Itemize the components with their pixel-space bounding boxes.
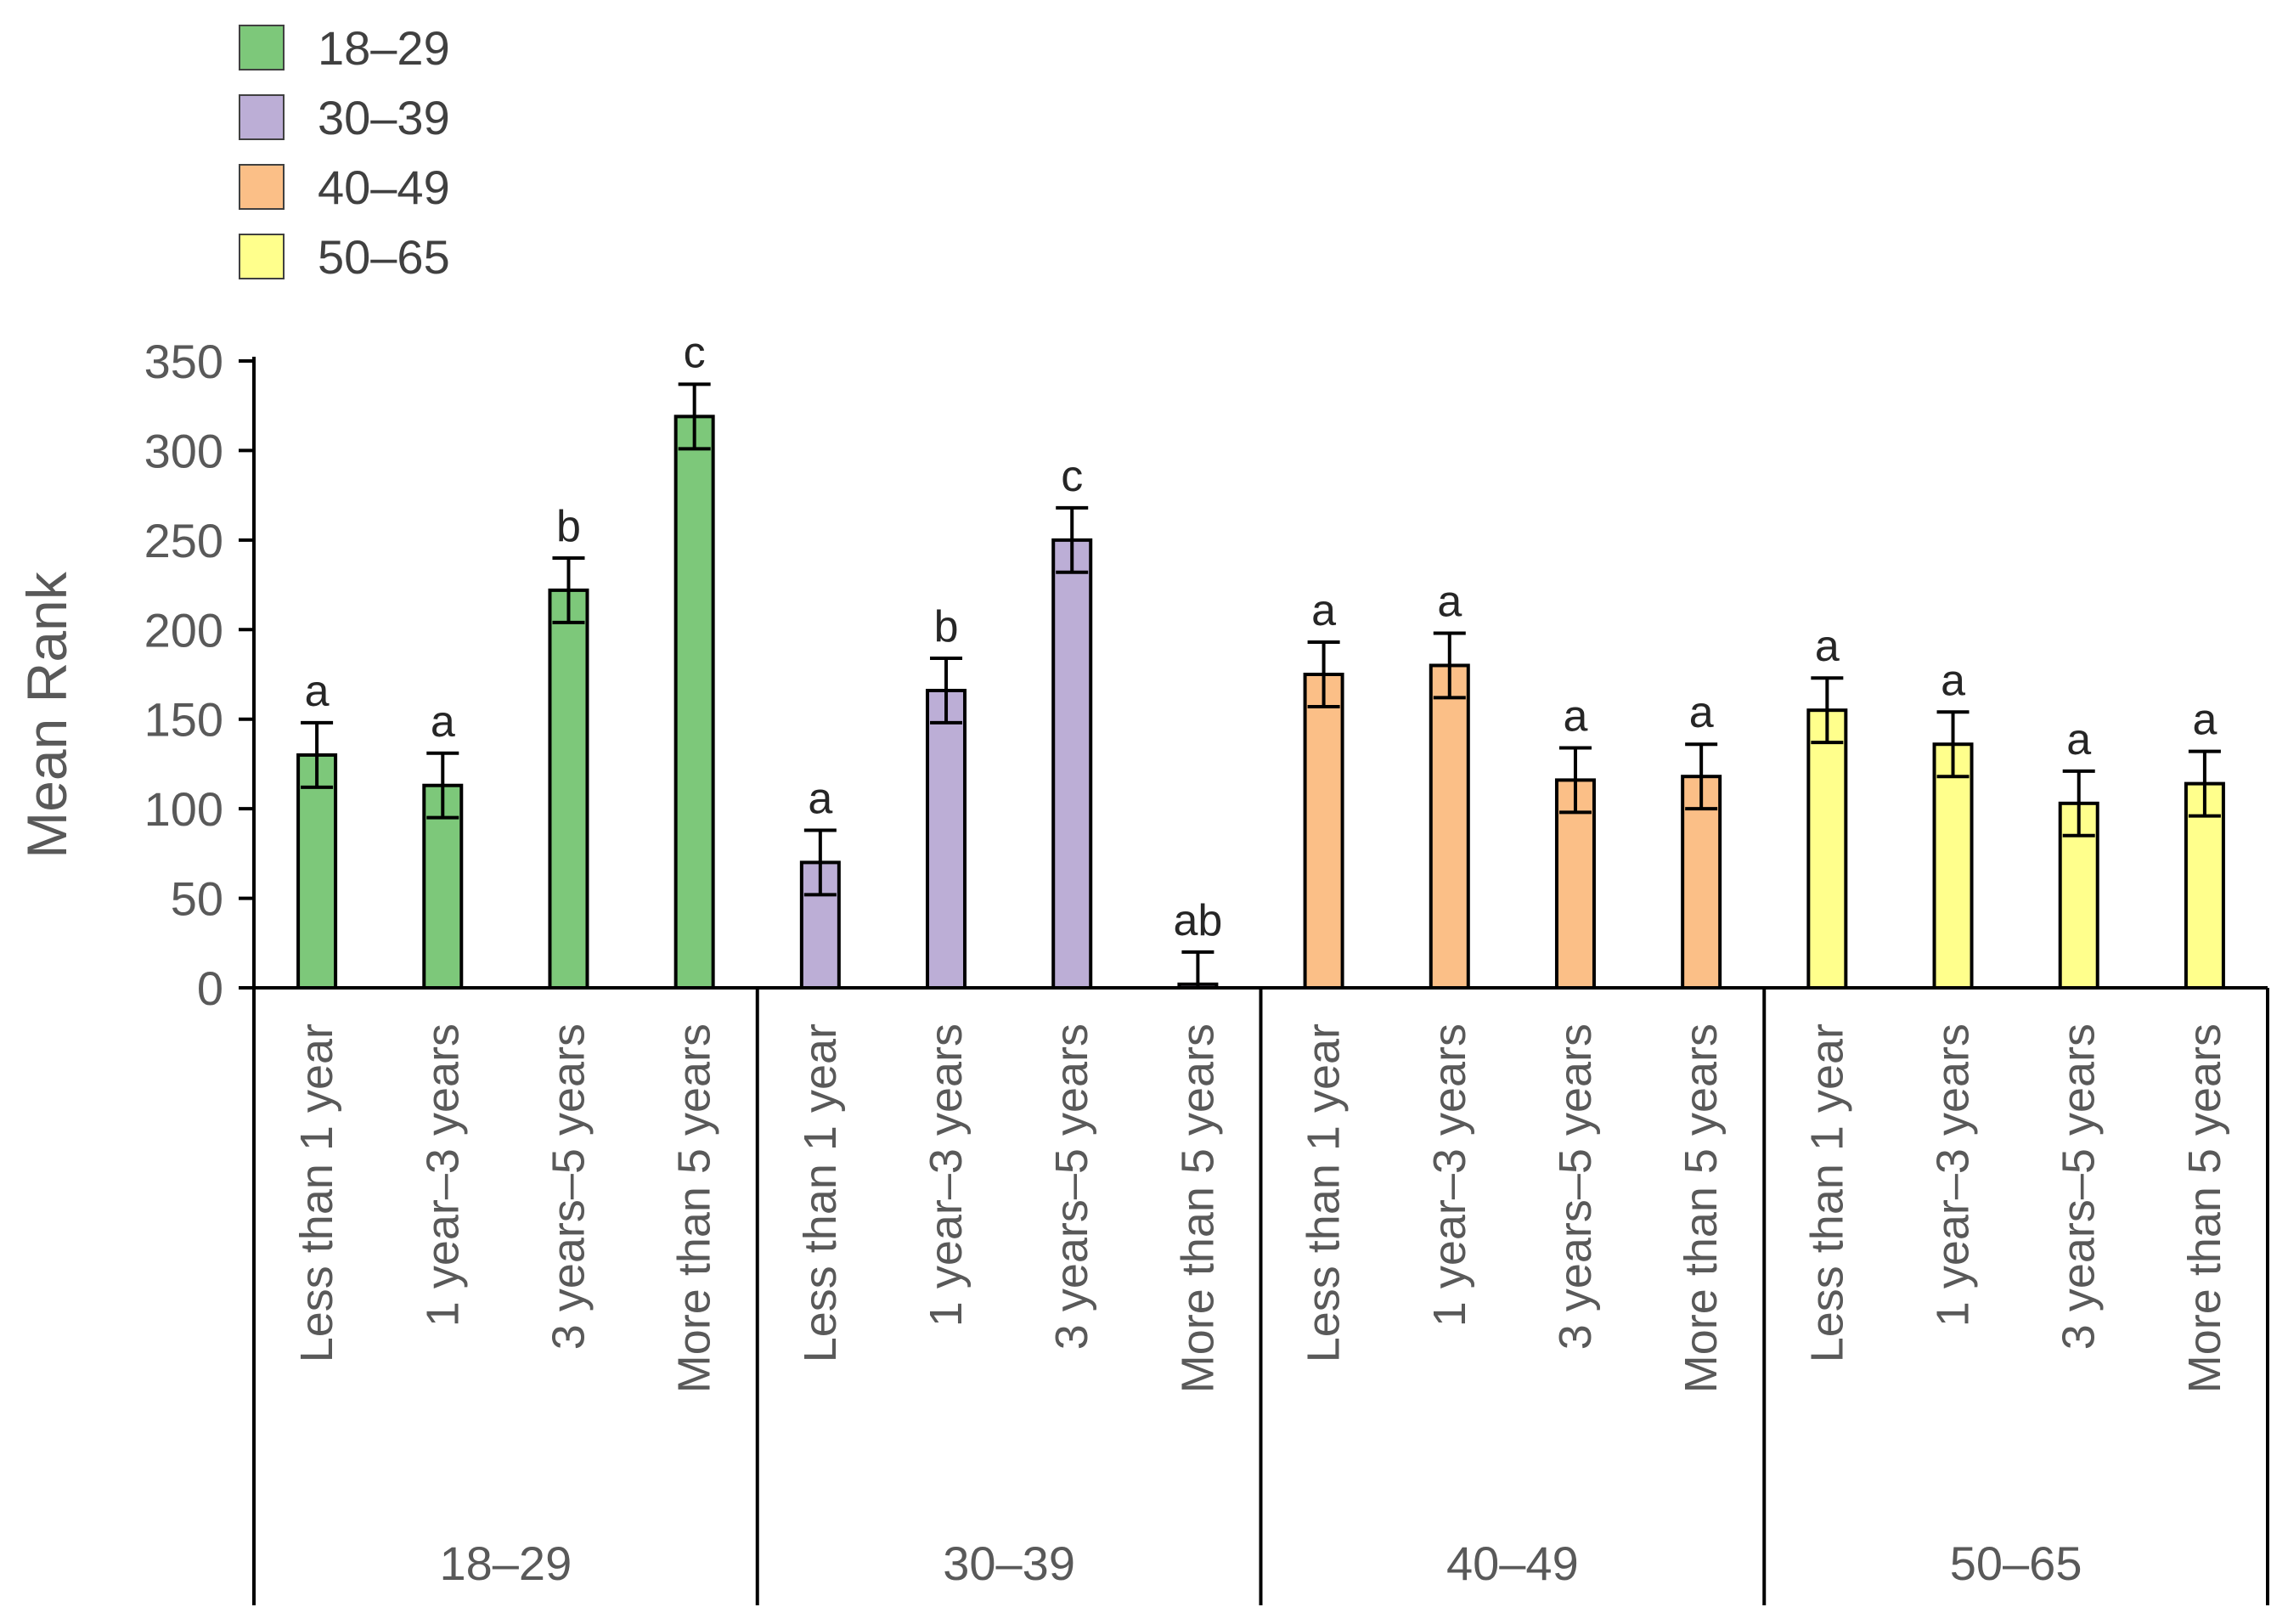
y-tick-label: 300 [144, 424, 223, 477]
category-label: Less than 1 year [795, 1023, 846, 1362]
category-label: 3 years–5 years [1046, 1023, 1097, 1350]
significance-letter: b [556, 502, 581, 551]
group-dividers [252, 988, 2269, 1605]
bar [2184, 781, 2225, 990]
group-label: 30–39 [943, 1537, 1075, 1590]
legend-swatch [239, 94, 285, 140]
category-label: Less than 1 year [291, 1023, 342, 1362]
category-label: 1 year–3 years [921, 1023, 972, 1327]
category-label: More than 5 years [1676, 1023, 1727, 1393]
category-label: 1 year–3 years [1928, 1023, 1979, 1327]
group-label: 40–49 [1446, 1537, 1579, 1590]
legend-label: 50–65 [318, 230, 450, 284]
bar [1681, 775, 1722, 990]
significance-letter: a [431, 697, 455, 747]
significance-letter: a [1815, 622, 1840, 671]
y-tick-label: 50 [171, 872, 223, 926]
significance-letter: a [2066, 715, 2091, 764]
significance-letter: c [684, 328, 706, 377]
category-label: 1 year–3 years [1424, 1023, 1475, 1327]
y-tick-label: 100 [144, 782, 223, 836]
bar [1932, 742, 1974, 990]
bar [548, 588, 589, 990]
bars [296, 414, 2225, 990]
bar [1051, 538, 1093, 990]
category-labels: Less than 1 year 1 year–3 years 3 years–5 … [291, 1023, 2230, 1393]
category-label: Less than 1 year [1299, 1023, 1350, 1362]
significance-letter: a [1437, 578, 1462, 627]
bar [1303, 673, 1344, 990]
category-label: 1 year–3 years [417, 1023, 468, 1327]
y-axis-ticks: 0 50 100 150 200 250 300 350 [144, 335, 254, 1015]
y-tick-label: 200 [144, 603, 223, 657]
bar [1429, 663, 1470, 990]
significance-letter: a [1564, 691, 1588, 741]
y-tick-label: 350 [144, 335, 223, 388]
y-tick-label: 150 [144, 693, 223, 747]
significance-letter: c [1061, 452, 1083, 501]
significance-letter: ab [1173, 896, 1222, 945]
legend-label: 30–39 [318, 91, 450, 144]
y-tick-label: 0 [197, 961, 223, 1015]
category-label: 3 years–5 years [2054, 1023, 2105, 1350]
significance-letter: a [1941, 656, 1965, 705]
error-bars [301, 382, 2221, 990]
group-label: 50–65 [1950, 1537, 2082, 1590]
significance-letter: b [934, 602, 959, 651]
y-tick-label: 250 [144, 514, 223, 567]
legend: 18–29 30–39 40–49 50–65 [239, 21, 450, 284]
category-label: More than 5 years [2179, 1023, 2230, 1393]
legend-swatch [239, 164, 285, 210]
significance-letter: a [305, 667, 330, 716]
y-axis-title: Mean Rank [15, 571, 78, 859]
legend-swatch [239, 234, 285, 279]
significance-letter: a [808, 774, 832, 823]
category-label: 3 years–5 years [543, 1023, 594, 1350]
group-label: 18–29 [440, 1537, 572, 1590]
category-label: More than 5 years [1172, 1023, 1223, 1393]
bar [1806, 708, 1848, 990]
significance-letter: a [1311, 586, 1336, 635]
legend-label: 18–29 [318, 21, 450, 75]
category-label: Less than 1 year [1801, 1023, 1852, 1362]
category-label: More than 5 years [669, 1023, 720, 1393]
bar [673, 414, 715, 990]
legend-swatch [239, 25, 285, 70]
bar [296, 753, 338, 990]
significance-letter: a [1689, 688, 1714, 737]
significance-letter: a [2192, 696, 2217, 745]
group-labels: 18–29 30–39 40–49 50–65 [440, 1537, 2082, 1590]
bar [1554, 778, 1596, 990]
bar [926, 688, 967, 990]
category-label: 3 years–5 years [1550, 1023, 1601, 1350]
legend-label: 40–49 [318, 161, 450, 214]
